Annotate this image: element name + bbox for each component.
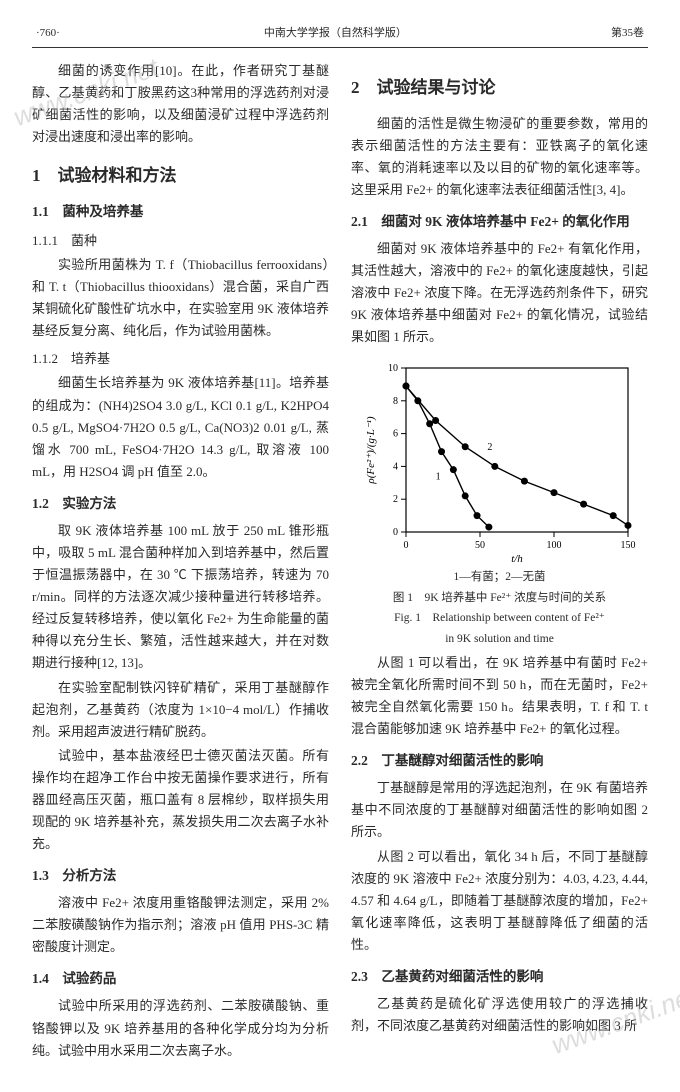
left-column: 细菌的诱变作用[10]。在此，作者研究丁基醚醇、乙基黄药和丁胺黑药这3种常用的浮… xyxy=(32,60,329,1064)
section-2-1-heading: 2.1 细菌对 9K 液体培养基中 Fe2+ 的氧化作用 xyxy=(351,211,648,234)
svg-text:2: 2 xyxy=(487,442,492,453)
section-1-1-1-heading: 1.1.1 菌种 xyxy=(32,230,329,252)
page-number: ·760· xyxy=(36,24,60,43)
section-1-2-heading: 1.2 实验方法 xyxy=(32,493,329,516)
intro-paragraph: 细菌的诱变作用[10]。在此，作者研究丁基醚醇、乙基黄药和丁胺黑药这3种常用的浮… xyxy=(32,60,329,148)
after-fig1-para: 从图 1 可以看出，在 9K 培养基中有菌时 Fe2+ 被完全氧化所需时间不到 … xyxy=(351,652,648,740)
figure-1-caption-en-1: Fig. 1 Relationship between content of F… xyxy=(351,609,648,627)
svg-text:ρ(Fe²⁺)/(g·L⁻¹): ρ(Fe²⁺)/(g·L⁻¹) xyxy=(365,416,377,485)
svg-text:10: 10 xyxy=(388,363,398,374)
figure-1-chart: 0 50 100 150 0 2 4 6 8 10 t/h ρ(Fe²⁺)/(g·L⁻¹) 1 2 xyxy=(360,356,640,566)
section-1-2-p3: 试验中，基本盐液经巴士德灭菌法灭菌。所有操作均在超净工作台中按无菌操作要求进行，… xyxy=(32,745,329,855)
section-1-3-heading: 1.3 分析方法 xyxy=(32,865,329,888)
svg-text:6: 6 xyxy=(393,429,398,440)
section-2-3-heading: 2.3 乙基黄药对细菌活性的影响 xyxy=(351,966,648,989)
section-1-heading: 1 试验材料和方法 xyxy=(32,162,329,191)
section-1-2-p2: 在实验室配制铁闪锌矿精矿，采用丁基醚醇作起泡剂，乙基黄药（浓度为 1×10−4 … xyxy=(32,677,329,743)
figure-1: 0 50 100 150 0 2 4 6 8 10 t/h ρ(Fe²⁺)/(g·L⁻¹) 1 2 1—有… xyxy=(351,356,648,648)
section-1-4-para: 试验中所采用的浮选药剂、二苯胺磺酸钠、重铬酸钾以及 9K 培养基用的各种化学成分… xyxy=(32,995,329,1061)
section-2-heading: 2 试验结果与讨论 xyxy=(351,74,648,103)
svg-text:150: 150 xyxy=(620,540,635,551)
section-2-1-para: 细菌对 9K 液体培养基中的 Fe2+ 有氧化作用，其活性越大，溶液中的 Fe2… xyxy=(351,238,648,348)
svg-text:8: 8 xyxy=(393,396,398,407)
issue-number: 第35卷 xyxy=(611,24,644,43)
svg-text:0: 0 xyxy=(393,527,398,538)
section-1-4-heading: 1.4 试验药品 xyxy=(32,968,329,991)
section-1-2-p1: 取 9K 液体培养基 100 mL 放于 250 mL 锥形瓶中，吸取 5 mL… xyxy=(32,520,329,675)
svg-text:0: 0 xyxy=(403,540,408,551)
right-column: 2 试验结果与讨论 细菌的活性是微生物浸矿的重要参数，常用的表示细菌活性的方法主… xyxy=(351,60,648,1064)
svg-text:1: 1 xyxy=(435,472,440,483)
content-columns: 细菌的诱变作用[10]。在此，作者研究丁基醚醇、乙基黄药和丁胺黑药这3种常用的浮… xyxy=(32,60,648,1064)
svg-text:t/h: t/h xyxy=(511,553,523,565)
section-2-2-p2: 从图 2 可以看出，氧化 34 h 后，不同丁基醚醇浓度的 9K 溶液中 Fe2… xyxy=(351,846,648,956)
section-2-3-para: 乙基黄药是硫化矿浮选使用较广的浮选捕收剂，不同浓度乙基黄药对细菌活性的影响如图 … xyxy=(351,993,648,1037)
figure-1-caption-cn: 图 1 9K 培养基中 Fe²⁺ 浓度与时间的关系 xyxy=(351,589,648,607)
section-1-1-2-heading: 1.1.2 培养基 xyxy=(32,348,329,370)
svg-text:4: 4 xyxy=(393,462,398,473)
section-1-1-2-para: 细菌生长培养基为 9K 液体培养基[11]。培养基的组成为：(NH4)2SO4 … xyxy=(32,372,329,482)
svg-text:100: 100 xyxy=(546,540,561,551)
section-2-2-heading: 2.2 丁基醚醇对细菌活性的影响 xyxy=(351,750,648,773)
journal-title: 中南大学学报（自然科学版） xyxy=(264,24,407,43)
section-1-1-1-para: 实验所用菌株为 T. f（Thiobacillus ferrooxidans）和… xyxy=(32,254,329,342)
svg-text:2: 2 xyxy=(393,495,398,506)
figure-1-caption-en-2: in 9K solution and time xyxy=(351,630,648,648)
figure-1-legend: 1—有菌；2—无菌 xyxy=(351,568,648,586)
svg-text:50: 50 xyxy=(475,540,485,551)
section-1-1-heading: 1.1 菌种及培养基 xyxy=(32,201,329,224)
page-header: ·760· 中南大学学报（自然科学版） 第35卷 xyxy=(32,24,648,48)
section-2-2-p1: 丁基醚醇是常用的浮选起泡剂，在 9K 有菌培养基中不同浓度的丁基醚醇对细菌活性的… xyxy=(351,777,648,843)
section-2-intro-para: 细菌的活性是微生物浸矿的重要参数，常用的表示细菌活性的方法主要有：亚铁离子的氧化… xyxy=(351,113,648,201)
section-1-3-para: 溶液中 Fe2+ 浓度用重铬酸钾法测定，采用 2% 二苯胺磺酸钠作为指示剂；溶液… xyxy=(32,892,329,958)
